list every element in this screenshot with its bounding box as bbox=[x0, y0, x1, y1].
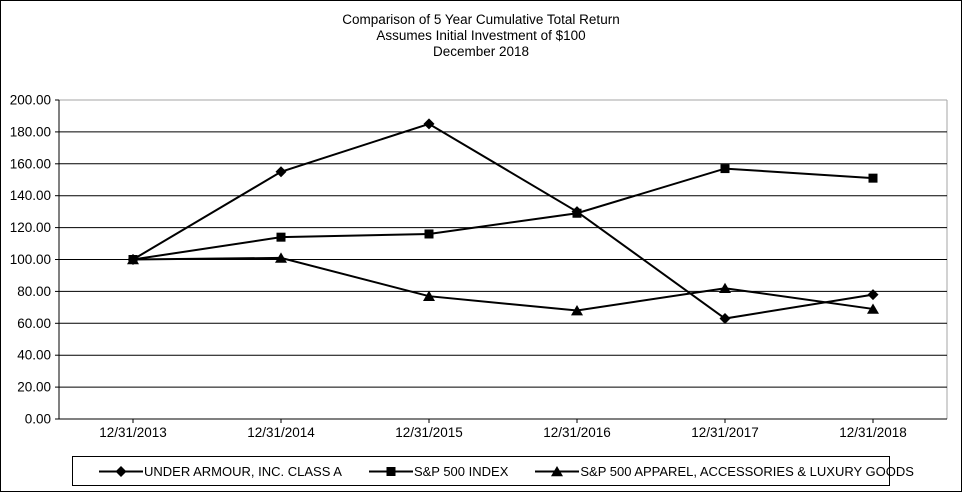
series-line bbox=[132, 122, 874, 320]
triangle-marker-icon bbox=[571, 305, 583, 316]
square-marker-icon bbox=[276, 232, 286, 242]
y-axis-labels: 0.00 20.00 40.00 60.00 80.00 100.00 120.00 140.… bbox=[10, 93, 51, 427]
triangle-marker-icon bbox=[551, 465, 564, 476]
triangle-marker-icon bbox=[719, 282, 731, 294]
square-legend-icon bbox=[368, 466, 413, 476]
y-tick-label: 40.00 bbox=[17, 348, 51, 363]
legend-item-2: S&P 500 INDEX bbox=[368, 463, 509, 479]
y-tick-label: 180.00 bbox=[10, 124, 51, 139]
series-line bbox=[132, 256, 874, 312]
diamond-marker-icon bbox=[423, 118, 435, 130]
diamond-marker-icon bbox=[867, 289, 879, 301]
x-tick-label: 12/31/2013 bbox=[99, 425, 167, 440]
y-tick-label: 160.00 bbox=[10, 156, 51, 171]
y-tick-label: 120.00 bbox=[10, 220, 51, 235]
axes bbox=[55, 99, 947, 423]
x-tick-label: 12/31/2014 bbox=[247, 425, 315, 440]
legend-item-1: UNDER ARMOUR, INC. CLASS A bbox=[99, 464, 342, 479]
legend-label: S&P 500 APPAREL, ACCESSORIES & LUXURY GO… bbox=[580, 463, 914, 479]
triangle-marker-icon bbox=[867, 303, 879, 314]
y-tick-label: 0.00 bbox=[25, 412, 51, 427]
chart-title-line1: Comparison of 5 Year Cumulative Total Re… bbox=[342, 12, 620, 27]
x-axis-labels: 12/31/2013 12/31/2014 12/31/2015 12/31/2016… bbox=[99, 425, 907, 440]
series-line bbox=[132, 167, 874, 261]
y-tick-label: 100.00 bbox=[10, 252, 51, 267]
square-marker-icon bbox=[386, 466, 396, 476]
x-tick-label: 12/31/2017 bbox=[691, 425, 759, 440]
triangle-marker-icon bbox=[127, 254, 139, 265]
diamond-marker-icon bbox=[719, 313, 731, 325]
diamond-marker-icon bbox=[115, 465, 127, 477]
legend-label: UNDER ARMOUR, INC. CLASS A bbox=[144, 463, 342, 479]
diamond-marker-icon bbox=[275, 166, 287, 178]
triangle-legend-icon bbox=[535, 465, 580, 476]
y-tick-label: 80.00 bbox=[17, 284, 51, 299]
y-tick-label: 140.00 bbox=[10, 188, 51, 203]
chart-title-line3: December 2018 bbox=[432, 44, 530, 59]
chart-title: Comparison of 5 Year Cumulative Total Re… bbox=[1, 12, 961, 60]
legend: UNDER ARMOUR, INC. CLASS A S&P 500 INDEX S… bbox=[72, 456, 914, 486]
square-marker-icon bbox=[868, 173, 878, 183]
diamond-legend-icon bbox=[99, 465, 143, 477]
square-marker-icon bbox=[424, 229, 434, 239]
x-tick-label: 12/31/2016 bbox=[543, 425, 611, 440]
legend-item-3: S&P 500 APPAREL, ACCESSORIES & LUXURY GO… bbox=[535, 464, 914, 479]
y-tick-label: 20.00 bbox=[17, 380, 51, 395]
triangle-marker-icon bbox=[423, 290, 435, 301]
square-marker-icon bbox=[720, 164, 730, 174]
series-square bbox=[128, 164, 878, 264]
legend-label: S&P 500 INDEX bbox=[413, 463, 509, 479]
square-marker-icon bbox=[572, 208, 582, 218]
triangle-marker-icon bbox=[275, 252, 287, 263]
y-tick-label: 200.00 bbox=[10, 93, 51, 108]
series-triangle bbox=[127, 252, 879, 316]
y-tick-label: 60.00 bbox=[17, 316, 51, 331]
chart-title-line2: Assumes Initial Investment of $100 bbox=[376, 28, 586, 43]
x-tick-label: 12/31/2018 bbox=[839, 425, 907, 440]
x-tick-label: 12/31/2015 bbox=[395, 425, 463, 440]
